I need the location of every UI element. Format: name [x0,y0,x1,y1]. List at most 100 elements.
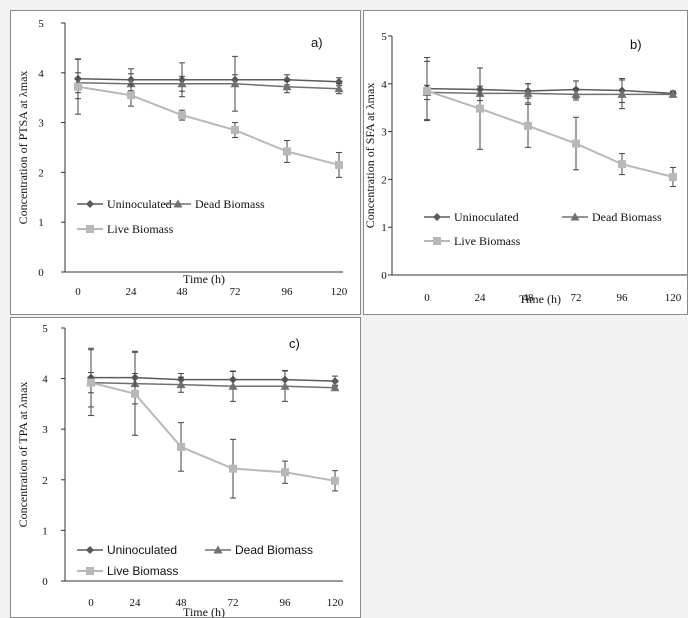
series-line-uninoculated [91,376,336,382]
x-tick-label: 24 [126,286,138,298]
data-point-live-biomass [669,173,677,182]
y-axis-title: Concentration of TPA at λmax [16,382,30,528]
data-point-dead-biomass [571,89,581,98]
x-tick-label: 72 [571,292,582,304]
legend-label: Dead Biomass [235,543,313,557]
data-point-dead-biomass [280,381,290,390]
data-point-live-biomass [281,468,289,477]
legend-label: Uninoculated [107,543,177,557]
x-axis-title: Time (h) [183,272,225,286]
data-point-dead-biomass [330,383,340,392]
data-point-dead-biomass [228,381,238,390]
panel-label: a) [311,35,323,50]
x-tick-label: 120 [665,292,682,304]
chart-panel-c: 0 1 2 3 4 5 0 24 48 72 96 120 Time (h) Concentration … [10,317,361,618]
x-tick-label: 24 [130,597,142,609]
x-tick-label: 48 [176,597,188,609]
y-tick-label: 4 [42,374,48,386]
x-tick-label: 0 [424,292,430,304]
data-point-live-biomass [618,160,626,169]
data-point-live-biomass [283,147,291,156]
series-line-dead-biomass [426,91,673,96]
y-tick-label: 3 [42,424,48,436]
x-tick-label: 120 [331,286,348,298]
data-point-uninoculated [283,75,291,84]
x-tick-label: 96 [617,292,629,304]
data-point-live-biomass [476,104,484,113]
panel-label: b) [630,37,642,52]
data-point-dead-biomass [334,84,344,93]
y-tick-label: 0 [42,576,48,588]
y-tick-label: 1 [38,217,44,229]
legend-label: Uninoculated [454,210,519,224]
x-tick-label: 0 [75,286,81,298]
data-point-live-biomass [177,442,185,451]
y-tick-label: 3 [38,118,44,130]
series-line-uninoculated [426,87,674,95]
y-axis-title: Concentration of SFA at λmax [364,83,377,229]
chart-c-svg: 0 1 2 3 4 5 0 24 48 72 96 120 Time (h) Concentration … [16,323,344,618]
x-axis-title: Time (h) [519,292,561,306]
data-point-dead-biomass [126,79,136,88]
y-tick-label: 1 [381,222,387,234]
legend-marker [86,225,94,233]
x-tick-label: 96 [280,597,292,609]
legend-marker [433,237,441,245]
data-point-live-biomass [423,86,431,95]
legend-label: Dead Biomass [592,210,662,224]
y-tick-label: 1 [42,525,48,537]
data-point-dead-biomass [523,88,533,97]
series-line-live-biomass [426,90,674,178]
legend-label: Uninoculated [107,197,172,211]
legend-marker [86,567,94,575]
x-tick-label: 96 [282,286,294,298]
data-point-dead-biomass [176,380,186,389]
series-line-dead-biomass [90,381,336,389]
legend-label: Live Biomass [454,234,521,248]
data-point-live-biomass [572,139,580,148]
series-line-dead-biomass [77,82,340,90]
data-point-uninoculated [331,377,339,386]
data-point-live-biomass [229,464,237,473]
data-point-dead-biomass [230,79,240,88]
y-tick-label: 0 [381,270,387,282]
legend-marker [433,213,441,221]
y-tick-label: 5 [381,31,387,43]
legend-marker [86,200,94,208]
y-tick-label: 2 [38,167,44,179]
x-tick-label: 48 [177,286,189,298]
data-point-live-biomass [331,476,339,485]
y-tick-label: 5 [42,323,48,335]
x-axis-title: Time (h) [183,605,225,618]
data-point-live-biomass [87,378,95,387]
y-tick-label: 2 [42,475,48,487]
y-tick-label: 0 [38,267,44,279]
data-point-live-biomass [127,91,135,100]
y-tick-label: 4 [381,79,387,91]
x-tick-label: 24 [475,292,487,304]
data-point-dead-biomass [617,89,627,98]
chart-b-svg: 0 1 2 3 4 5 0 24 48 72 96 120 Time (h) Concentration … [364,31,687,306]
data-point-dead-biomass [282,82,292,91]
x-tick-label: 72 [230,286,241,298]
x-tick-label: 0 [88,597,94,609]
data-point-live-biomass [335,160,343,169]
legend-marker [213,545,223,554]
series-line-live-biomass [77,85,340,166]
y-tick-label: 4 [38,68,44,80]
legend-label: Live Biomass [107,564,178,578]
data-point-dead-biomass [668,89,678,98]
legend-label: Live Biomass [107,222,174,236]
x-tick-label: 48 [523,292,535,304]
legend-marker [570,212,580,221]
chart-a-svg: 0 1 2 3 4 5 0 24 48 72 96 120 Time (h) Concentration … [16,18,348,298]
series-line-live-biomass [90,381,336,482]
data-point-live-biomass [231,126,239,135]
chart-panel-a: 0 1 2 3 4 5 0 24 48 72 96 120 Time (h) Concentration … [10,10,361,315]
legend-marker [86,546,94,554]
data-point-live-biomass [178,111,186,120]
x-tick-label: 72 [228,597,239,609]
data-point-live-biomass [524,121,532,130]
legend-marker [173,199,183,208]
